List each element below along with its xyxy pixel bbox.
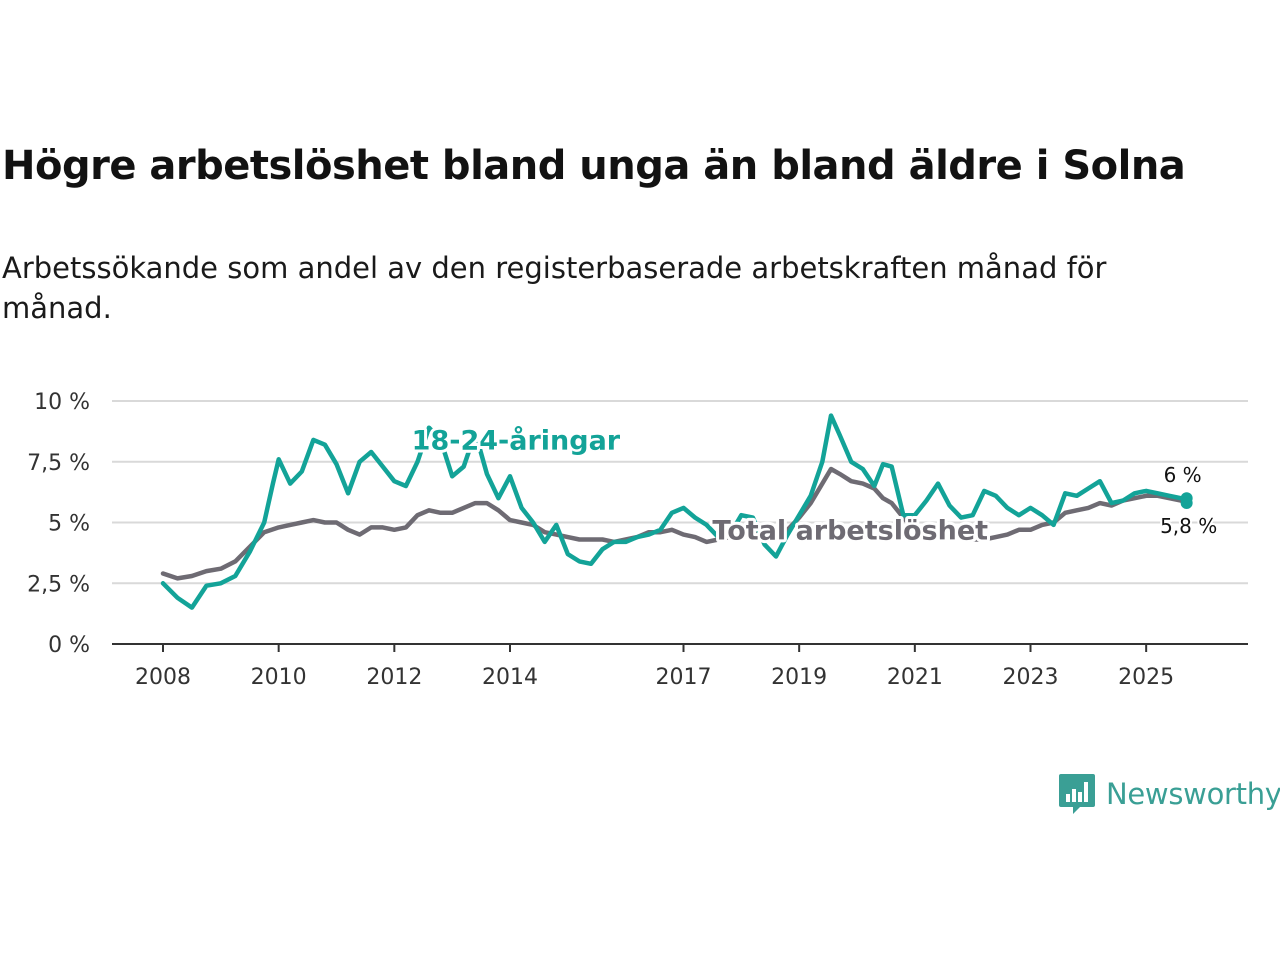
end-label-total: 5,8 % xyxy=(1160,514,1217,538)
y-tick-label: 10 % xyxy=(34,390,90,415)
x-tick-label: 2017 xyxy=(656,665,712,690)
x-tick-label: 2008 xyxy=(135,665,191,690)
y-tick-label: 2,5 % xyxy=(27,572,90,597)
y-axis-labels: 0 % 2,5 % 5 % 7,5 % 10 % xyxy=(27,390,90,658)
x-axis: 2008 2010 2012 2014 2017 2019 2021 2023 2025 xyxy=(112,643,1248,690)
y-tick-label: 7,5 % xyxy=(27,451,90,476)
line-chart: 0 % 2,5 % 5 % 7,5 % 10 % 2008 2010 2012 2014 201… xyxy=(27,390,1248,690)
x-tick-label: 2012 xyxy=(366,665,422,690)
chart-title: Högre arbetslöshet bland unga än bland ä… xyxy=(2,143,1186,189)
end-marker-total xyxy=(1180,497,1193,510)
series-line-youth xyxy=(160,413,1189,610)
x-tick-label: 2019 xyxy=(771,665,827,690)
x-tick-label: 2021 xyxy=(887,665,943,690)
x-tick-label: 2023 xyxy=(1003,665,1059,690)
series-lines xyxy=(160,413,1193,610)
x-tick-label: 2010 xyxy=(251,665,307,690)
y-tick-label: 5 % xyxy=(48,512,90,537)
grid-lines xyxy=(112,400,1248,585)
series-line-total xyxy=(160,466,1189,581)
y-tick-label: 0 % xyxy=(48,633,90,658)
chart-subtitle: Arbetssökande som andel av den registerb… xyxy=(2,251,1107,325)
end-label-youth: 6 % xyxy=(1164,463,1202,487)
series-label-total: Total arbetslöshet xyxy=(712,516,988,547)
logo-text: Newsworthy xyxy=(1106,777,1280,811)
series-label-youth: 18-24-åringar xyxy=(412,425,621,457)
x-tick-label: 2014 xyxy=(482,665,538,690)
x-tick-label: 2025 xyxy=(1118,665,1174,690)
newsworthy-logo: Newsworthy xyxy=(1058,772,1280,816)
bar-chart-speech-bubble-icon xyxy=(1059,774,1095,814)
series-labels: 18-24-åringar Total arbetslöshet 6 % 5,8 % xyxy=(409,422,1220,550)
